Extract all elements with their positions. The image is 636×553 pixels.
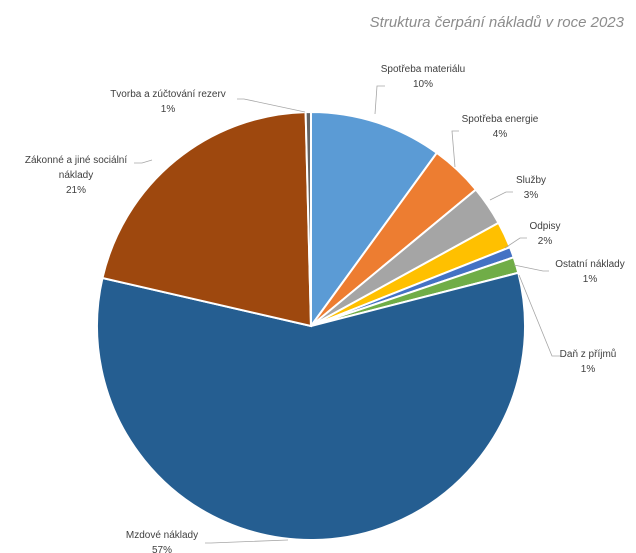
pie-slice-z-konn-a-jin-soci-ln-n-klady xyxy=(101,111,313,328)
leader-line xyxy=(504,237,527,249)
data-label: Zákonné a jiné sociální náklady 21% xyxy=(25,155,128,196)
data-label-value: 10% xyxy=(413,79,433,90)
data-label: Služby 3% xyxy=(516,175,546,201)
data-label: Daň z příjmů 1% xyxy=(560,348,617,375)
data-label-name: Odpisy xyxy=(529,221,560,232)
data-label-name: Spotřeba materiálu xyxy=(381,64,466,75)
data-label-name: Tvorba a zúčtování rezerv xyxy=(110,89,226,100)
pie-slice-spot-eba-materi-lu xyxy=(310,110,439,330)
data-label-name: Daň z příjmů xyxy=(560,348,617,360)
data-label-value: 1% xyxy=(581,364,596,375)
data-label: Odpisy 2% xyxy=(529,221,560,247)
pie-slice-mzdov-n-klady xyxy=(96,271,526,541)
leader-line xyxy=(205,539,289,544)
leader-line xyxy=(374,85,385,115)
data-label: Spotřeba energie 4% xyxy=(462,114,539,140)
data-label-value: 4% xyxy=(493,129,508,140)
data-label-name: Mzdové náklady xyxy=(126,530,198,541)
data-label-name: Ostatní náklady xyxy=(555,259,624,270)
data-label-value: 21% xyxy=(66,185,86,196)
data-label-value: 1% xyxy=(583,274,598,285)
leader-line xyxy=(513,264,549,272)
data-label: Mzdové náklady 57% xyxy=(126,530,198,553)
leader-line xyxy=(518,274,561,357)
leader-line xyxy=(134,159,153,164)
pie-slice-tvorba-a-z-tov-n-rezerv xyxy=(304,110,312,327)
data-label-value: 1% xyxy=(161,104,176,115)
leader-line xyxy=(451,130,459,168)
chart-title: Struktura čerpání nákladů v roce 2023 xyxy=(369,14,624,31)
data-label-name: Spotřeba energie xyxy=(462,114,539,125)
data-label-value: 2% xyxy=(538,236,553,247)
leader-line xyxy=(489,191,513,201)
data-label: Spotřeba materiálu 10% xyxy=(381,64,466,90)
data-label-name: náklady xyxy=(59,170,93,181)
data-label: Tvorba a zúčtování rezerv 1% xyxy=(110,89,226,115)
data-label-name: Zákonné a jiné sociální xyxy=(25,155,128,166)
data-label-name: Služby xyxy=(516,175,546,186)
data-label-value: 57% xyxy=(152,545,172,553)
data-label: Ostatní náklady 1% xyxy=(555,259,624,285)
leader-line xyxy=(237,98,306,113)
data-label-value: 3% xyxy=(524,190,539,201)
